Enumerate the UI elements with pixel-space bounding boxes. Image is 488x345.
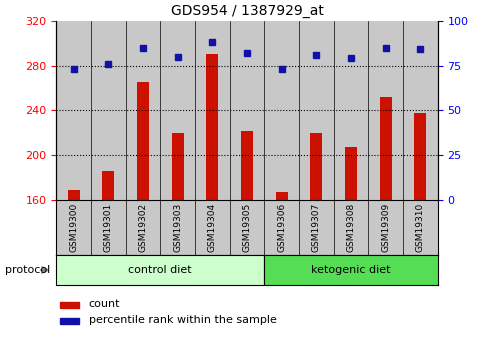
Bar — [309, 133, 322, 200]
Bar — [171, 133, 183, 200]
Text: percentile rank within the sample: percentile rank within the sample — [88, 315, 276, 325]
Bar — [298, 200, 333, 255]
Bar — [241, 131, 252, 200]
Bar — [229, 21, 264, 200]
Bar — [206, 55, 218, 200]
Bar — [275, 192, 287, 200]
Bar — [60, 318, 79, 324]
Text: GSM19302: GSM19302 — [138, 203, 147, 252]
Bar — [195, 200, 229, 255]
Bar — [160, 200, 195, 255]
Bar — [413, 113, 426, 200]
Bar — [298, 21, 333, 200]
Text: GSM19306: GSM19306 — [277, 203, 285, 252]
Bar — [402, 200, 437, 255]
Bar — [195, 21, 229, 200]
Bar — [60, 302, 79, 308]
Bar — [229, 200, 264, 255]
Bar — [91, 21, 125, 200]
Text: GSM19300: GSM19300 — [69, 203, 78, 252]
Bar — [333, 21, 367, 200]
Bar — [367, 21, 402, 200]
Bar — [264, 255, 437, 285]
Text: GSM19305: GSM19305 — [242, 203, 251, 252]
Bar — [56, 21, 91, 200]
Text: GSM19304: GSM19304 — [207, 203, 216, 252]
Bar — [56, 255, 264, 285]
Text: control diet: control diet — [128, 265, 192, 275]
Bar — [102, 171, 114, 200]
Bar — [379, 97, 391, 200]
Bar — [125, 200, 160, 255]
Title: GDS954 / 1387929_at: GDS954 / 1387929_at — [170, 4, 323, 18]
Text: GSM19303: GSM19303 — [173, 203, 182, 252]
Bar — [137, 82, 149, 200]
Bar — [264, 21, 298, 200]
Bar — [402, 21, 437, 200]
Bar — [160, 21, 195, 200]
Text: GSM19301: GSM19301 — [103, 203, 113, 252]
Bar — [344, 147, 356, 200]
Bar — [367, 200, 402, 255]
Bar — [56, 200, 91, 255]
Bar — [91, 200, 125, 255]
Text: GSM19307: GSM19307 — [311, 203, 320, 252]
Text: count: count — [88, 299, 120, 308]
Text: GSM19310: GSM19310 — [415, 203, 424, 252]
Bar — [125, 21, 160, 200]
Text: ketogenic diet: ketogenic diet — [310, 265, 390, 275]
Text: GSM19308: GSM19308 — [346, 203, 355, 252]
Bar — [333, 200, 367, 255]
Text: GSM19309: GSM19309 — [380, 203, 389, 252]
Bar — [67, 190, 80, 200]
Bar — [264, 200, 298, 255]
Text: protocol: protocol — [5, 265, 50, 275]
